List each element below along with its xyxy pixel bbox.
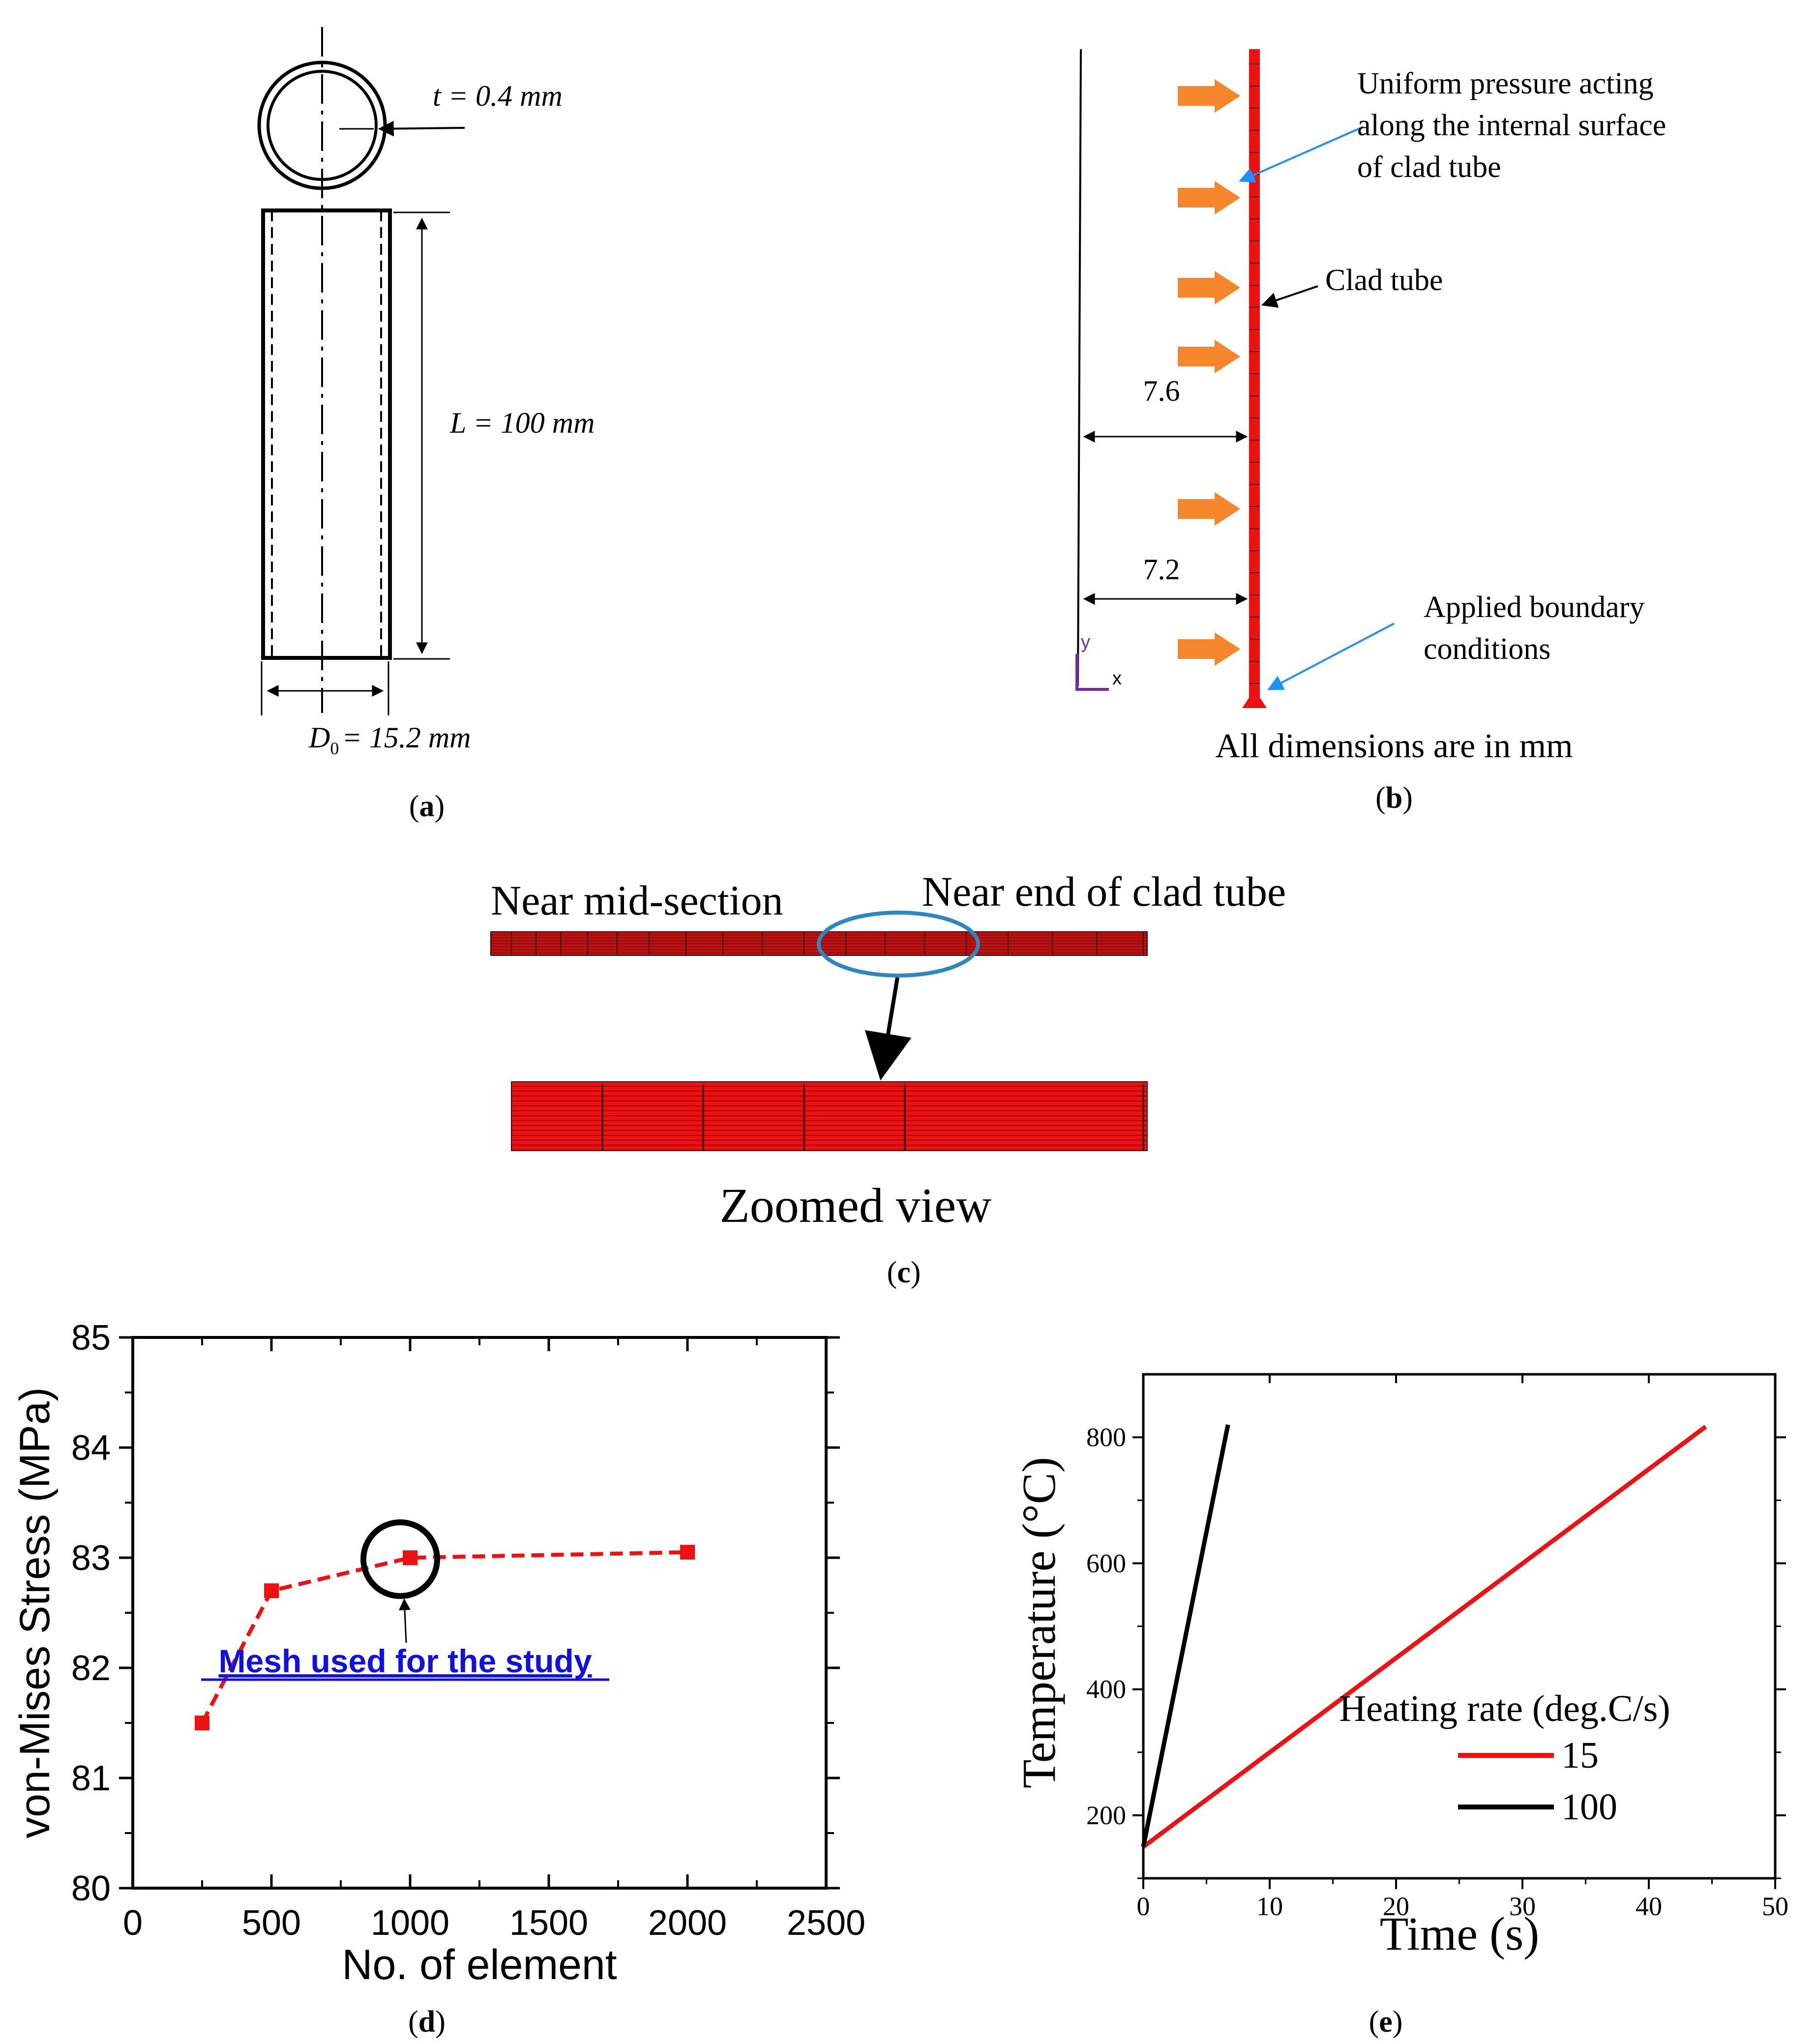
d-data-point [195,1716,209,1730]
caption-a: (a) [409,790,445,823]
mesh-zoom-columns [601,1084,1144,1151]
pressure-arrow [1178,632,1240,666]
pressure-arrow [1178,340,1240,373]
panel-e-chart: 0 10 20 30 40 50 200 400 600 800 Heating rate (de… [1012,1373,1788,2039]
d-x-tick-label: 2000 [648,1903,727,1943]
pressure-leader [1239,126,1364,183]
d-y-tick-label: 80 [71,1869,111,1908]
d-x-axis-label: No. of element [342,1941,617,1988]
e-ticks: 0 10 20 30 40 50 200 400 600 800 [1086,1374,1788,1921]
length-label: L = 100 mm [449,407,595,439]
d-x-tick-label: 500 [242,1903,301,1943]
pressure-label-line1: Uniform pressure acting [1357,67,1654,100]
thickness-leader [378,120,465,137]
axis-triad: y x [1075,632,1122,691]
mesh-strip-zoomed [511,1081,1148,1151]
pressure-arrow [1178,492,1240,526]
label-near-mid-section: Near mid-section [491,877,783,924]
caption-e: (e) [1369,2005,1403,2039]
d-highlight-circle [360,1519,440,1599]
axis-y-label: y [1081,632,1090,652]
zoom-region-ellipse [817,911,980,978]
pressure-arrow [1178,79,1240,113]
panel-b: Uniform pressure acting along the intern… [1075,49,1666,815]
d-x-tick-label: 2500 [787,1903,865,1943]
panel-d-chart: 0 500 1000 1500 2000 2500 80 81 82 83 84 85 Mesh us… [11,1318,865,2039]
dimension-outer-label: 7.6 [1143,375,1180,407]
d-annotation: Mesh used for the study [218,1643,592,1679]
e-x-tick-label: 10 [1256,1892,1283,1921]
panel-a: t = 0.4 mm L = 100 mm D0 = 15.2 mm (a) [257,27,595,823]
e-legend-label-15: 15 [1561,1735,1599,1776]
d-y-axis-label: von-Mises Stress (MPa) [11,1387,59,1838]
e-y-tick-label: 800 [1086,1422,1126,1452]
e-y-tick-label: 600 [1086,1548,1126,1578]
thickness-label: t = 0.4 mm [433,80,563,112]
e-series-15-line [1142,1424,1707,1849]
pressure-label-line2: along the internal surface [1357,109,1666,142]
caption-c: (c) [887,1256,921,1289]
e-legend-label-100: 100 [1561,1786,1617,1828]
d-y-tick-label: 83 [71,1539,111,1578]
diameter-label: D0 = 15.2 mm [308,721,471,758]
e-plot-frame [1142,1373,1777,1880]
e-x-axis-label: Time (s) [1380,1907,1540,1960]
d-y-tick-label: 85 [71,1318,111,1358]
zoomed-view-label: Zoomed view [720,1178,992,1233]
panel-c: Near mid-section Near end of clad tube Z… [490,868,1286,1289]
dimension-inner-label: 7.2 [1143,553,1180,586]
clad-tube-leader [1261,285,1318,308]
d-x-tick-label: 0 [123,1903,143,1943]
d-y-tick-label: 81 [71,1759,111,1798]
axis-x-label: x [1112,668,1122,689]
d-x-tick-label: 1500 [509,1903,588,1943]
bc-label-line2: conditions [1424,632,1550,666]
e-series-100-line [1141,1424,1230,1847]
bc-leader [1267,622,1395,690]
clad-mesh-ticks [1249,63,1260,684]
d-series-markers [195,1544,695,1730]
d-data-point [680,1544,695,1560]
e-series-lines [1141,1424,1707,1849]
d-ticks: 0 500 1000 1500 2000 2500 80 81 82 83 84 85 [71,1318,865,1943]
e-legend-title: Heating rate (deg.C/s) [1339,1688,1670,1729]
units-note: All dimensions are in mm [1215,727,1573,765]
e-x-tick-label: 40 [1636,1892,1662,1921]
d-data-point [403,1550,417,1565]
zoom-arrow [864,977,912,1081]
e-x-tick-label: 30 [1509,1892,1536,1921]
caption-b: (b) [1375,781,1413,815]
e-x-tick-label: 0 [1137,1892,1150,1921]
d-x-tick-label: 1000 [371,1903,449,1943]
caption-d: (d) [408,2005,446,2039]
d-series-line [200,1550,688,1724]
mesh-strip-columns [511,932,1144,955]
d-highlight-arrow [398,1598,411,1643]
d-plot-frame [131,1336,828,1890]
label-near-end: Near end of clad tube [922,868,1286,915]
e-y-tick-label: 400 [1086,1675,1126,1704]
d-y-tick-label: 82 [71,1649,111,1688]
pressure-arrow [1178,271,1240,304]
e-x-tick-label: 50 [1762,1892,1788,1921]
axis-of-symmetry [1077,49,1082,686]
boundary-condition-marker [1242,689,1267,708]
e-x-tick-label: 20 [1383,1892,1409,1921]
bc-label-line1: Applied boundary [1424,591,1644,624]
tube-side-view [261,208,392,660]
clad-tube-label: Clad tube [1325,264,1443,297]
d-y-tick-label: 84 [71,1428,111,1468]
e-y-tick-label: 200 [1086,1801,1126,1830]
pressure-arrows [1178,79,1240,666]
d-data-point [264,1583,279,1599]
pressure-label-line3: of clad tube [1357,150,1501,184]
pressure-arrow [1178,181,1240,214]
e-y-axis-label: Temperature (°C) [1012,1457,1065,1788]
